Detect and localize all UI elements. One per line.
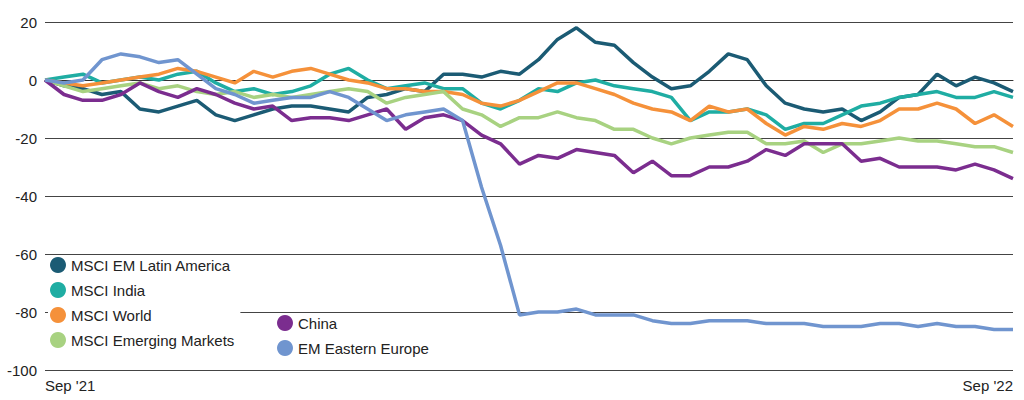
svg-text:MSCI India: MSCI India: [71, 282, 146, 299]
svg-text:-100: -100: [7, 362, 37, 379]
svg-text:EM Eastern Europe: EM Eastern Europe: [298, 340, 429, 357]
svg-text:Sep '21: Sep '21: [45, 377, 95, 394]
svg-text:20: 20: [20, 14, 37, 31]
svg-text:-20: -20: [15, 130, 37, 147]
svg-text:China: China: [298, 315, 338, 332]
svg-text:0: 0: [29, 72, 37, 89]
svg-text:MSCI World: MSCI World: [71, 307, 152, 324]
svg-text:-40: -40: [15, 188, 37, 205]
svg-text:Sep '22: Sep '22: [963, 377, 1013, 394]
svg-text:-80: -80: [15, 304, 37, 321]
svg-text:MSCI EM Latin America: MSCI EM Latin America: [71, 257, 231, 274]
svg-text:-60: -60: [15, 246, 37, 263]
svg-text:MSCI Emerging Markets: MSCI Emerging Markets: [71, 332, 234, 349]
